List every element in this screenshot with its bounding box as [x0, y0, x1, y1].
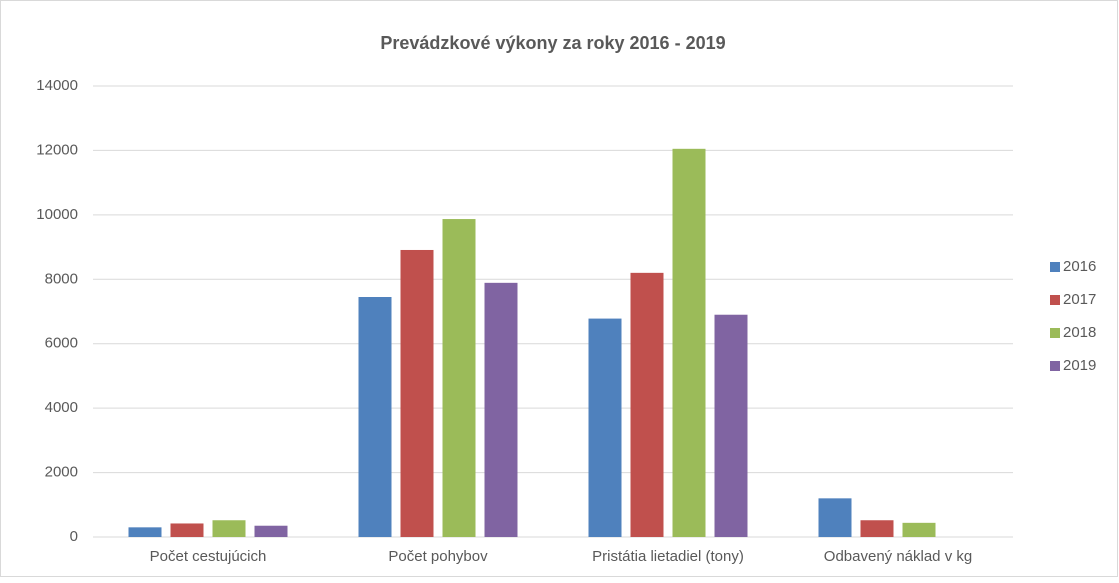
legend-label: 2019: [1063, 357, 1096, 374]
bar: [818, 498, 852, 537]
bar: [128, 527, 162, 537]
legend-swatch: [1050, 361, 1060, 371]
y-tick-label: 8000: [45, 270, 78, 287]
legend-swatch: [1050, 295, 1060, 305]
bar: [358, 297, 392, 537]
bar: [714, 314, 748, 537]
bar: [588, 318, 622, 537]
bar: [442, 219, 476, 538]
legend-label: 2016: [1063, 258, 1096, 275]
y-tick-label: 10000: [36, 206, 78, 223]
bar: [860, 520, 894, 537]
y-tick-label: 0: [70, 528, 78, 545]
y-tick-label: 12000: [36, 141, 78, 158]
bar: [902, 522, 936, 537]
bar: [630, 272, 664, 537]
x-tick-label: Pristátia lietadiel (tony): [592, 548, 744, 565]
legend-swatch: [1050, 328, 1060, 338]
x-tick-label: Počet pohybov: [388, 548, 488, 565]
bar: [400, 249, 434, 538]
y-tick-label: 4000: [45, 399, 78, 416]
legend-swatch: [1050, 262, 1060, 272]
y-tick-label: 2000: [45, 464, 78, 481]
legend-label: 2018: [1063, 324, 1096, 341]
y-tick-label: 14000: [36, 77, 78, 94]
chart-title: Prevádzkové výkony za roky 2016 - 2019: [380, 33, 725, 53]
x-tick-label: Počet cestujúcich: [150, 548, 267, 565]
bar: [672, 148, 706, 537]
bar: [170, 523, 204, 537]
y-tick-label: 6000: [45, 335, 78, 352]
bar: [484, 282, 518, 537]
bar: [212, 520, 246, 537]
x-tick-label: Odbavený náklad v kg: [824, 548, 972, 565]
bar: [254, 525, 288, 537]
legend-label: 2017: [1063, 291, 1096, 308]
